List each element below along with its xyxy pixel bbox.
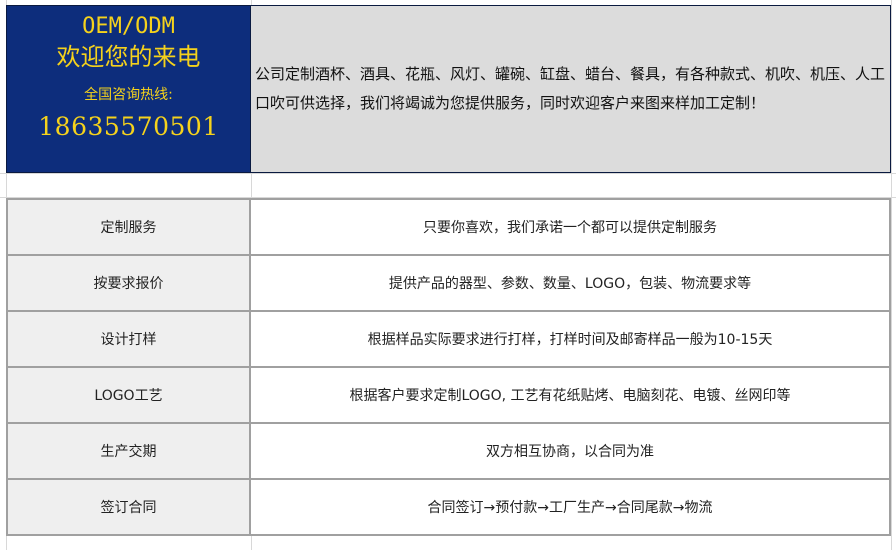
table-row: 签订合同 合同签订→预付款→工厂生产→合同尾款→物流 [6, 478, 891, 536]
row-value: 根据样品实际要求进行打样，打样时间及邮寄样品一般为10-15天 [249, 310, 891, 368]
row-value: 只要你喜欢，我们承诺一个都可以提供定制服务 [249, 198, 891, 256]
row-label: 设计打样 [6, 310, 251, 368]
row-value: 双方相互协商，以合同为准 [249, 422, 891, 480]
row-value: 提供产品的器型、参数、数量、LOGO，包装、物流要求等 [249, 254, 891, 312]
table-row: 定制服务 只要你喜欢，我们承诺一个都可以提供定制服务 [6, 198, 891, 256]
table-row: LOGO工艺 根据客户要求定制LOGO, 工艺有花纸贴烤、电脑刻花、电镀、丝网印等 [6, 366, 891, 424]
company-description: 公司定制酒杯、酒具、花瓶、风灯、罐碗、缸盘、蜡台、餐具，有各种款式、机吹、机压、… [251, 5, 891, 173]
description-text: 公司定制酒杯、酒具、花瓶、风灯、罐碗、缸盘、蜡台、餐具，有各种款式、机吹、机压、… [255, 65, 886, 112]
grid-line [891, 0, 892, 550]
banner-title: OEM/ODM [82, 14, 175, 39]
phone-number: 18635570501 [38, 112, 219, 141]
hotline-label: 全国咨询热线: [84, 87, 173, 103]
row-value: 合同签订→预付款→工厂生产→合同尾款→物流 [249, 478, 891, 536]
row-label: 按要求报价 [6, 254, 251, 312]
service-table: 定制服务 只要你喜欢，我们承诺一个都可以提供定制服务 按要求报价 提供产品的器型、参… [6, 198, 891, 536]
contact-banner: OEM/ODM 欢迎您的来电 全国咨询热线: 18635570501 [6, 5, 251, 173]
grid-line [0, 197, 896, 198]
table-row: 按要求报价 提供产品的器型、参数、数量、LOGO，包装、物流要求等 [6, 254, 891, 312]
row-label: 定制服务 [6, 198, 251, 256]
row-label: 签订合同 [6, 478, 251, 536]
row-label: 生产交期 [6, 422, 251, 480]
banner-subtitle: 欢迎您的来电 [56, 43, 201, 71]
table-row: 生产交期 双方相互协商，以合同为准 [6, 422, 891, 480]
table-row: 设计打样 根据样品实际要求进行打样，打样时间及邮寄样品一般为10-15天 [6, 310, 891, 368]
grid-line [0, 173, 896, 174]
row-label: LOGO工艺 [6, 366, 251, 424]
row-value: 根据客户要求定制LOGO, 工艺有花纸贴烤、电脑刻花、电镀、丝网印等 [249, 366, 891, 424]
